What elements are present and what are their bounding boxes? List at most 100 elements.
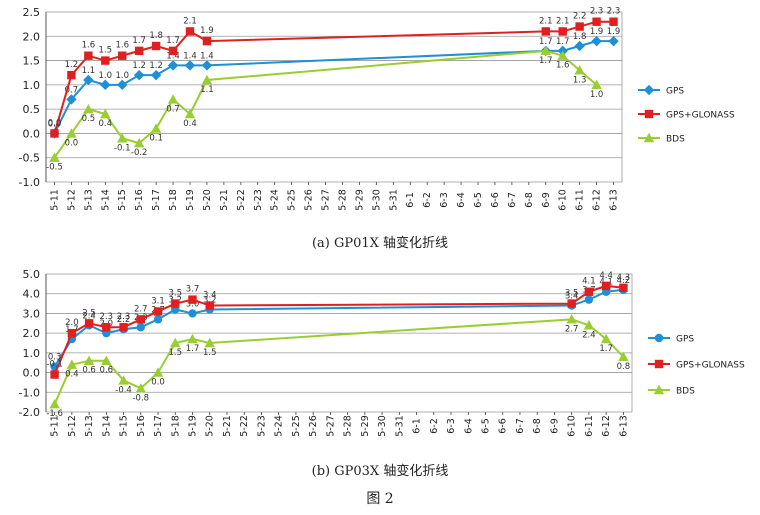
data-point [170,337,181,348]
x-tick-label: 5-11 [49,189,60,211]
legend-label: BDS [676,387,695,397]
data-label: 1.5 [168,348,182,358]
data-label: 2.5 [82,308,96,318]
x-tick-label: 5-26 [304,189,315,211]
data-point [205,301,214,310]
x-tick-label: 5-29 [360,415,371,437]
x-tick-label: 6-6 [498,418,509,434]
x-tick-label: 5-31 [394,415,405,437]
x-tick-label: 6-4 [463,418,474,434]
data-point [557,50,568,60]
x-tick-label: 5-12 [66,189,77,211]
data-label: 1.0 [590,90,604,100]
legend-entry: GPS [648,333,694,345]
data-label: -1.6 [46,409,63,419]
data-label: 0.5 [82,114,96,124]
x-tick-label: 5-24 [274,415,285,437]
data-point [644,109,654,119]
gridlines [46,273,632,413]
data-point [540,45,551,56]
legend-entry: BDS [648,384,695,397]
data-label: 1.7 [599,344,613,354]
data-point [66,94,77,105]
x-tick-label: 5-11 [50,415,61,437]
chart-panel-b: 5.0 4.0 3.0 2.0 1.0 0.0 -1.0 -2.0 5-11 5-12 5-13 5-… [0,262,760,482]
data-point [119,323,128,332]
data-label: 1.7 [132,36,146,46]
x-tick-label: 6-6 [490,192,501,208]
data-label: 4.2 [617,276,631,286]
y-tick-label: 2.0 [23,30,41,43]
x-tick-label: 5-28 [337,189,348,211]
data-label: 1.5 [99,46,113,56]
data-point [202,36,212,46]
data-point [619,283,628,292]
figure-caption: 图 2 [366,491,394,507]
data-label: 0.0 [151,378,165,388]
y-tick-label: 0.0 [23,367,41,380]
data-label: 4.4 [599,271,613,281]
data-label: 0.1 [149,134,163,144]
data-point [591,79,602,90]
data-point [167,60,179,71]
y-tick-label: -0.5 [19,152,40,165]
data-point [574,40,585,52]
data-point [168,46,178,56]
data-point [584,295,594,304]
legend-entry: BDS [638,132,685,145]
legend-entry: GPS+GLONASS [648,359,745,371]
x-tick-label: 6-5 [481,418,492,434]
x-tick-label: 5-16 [136,415,147,437]
data-point [201,74,213,85]
data-label: 2.2 [573,12,587,22]
data-label: 1.4 [183,51,197,61]
data-point [601,281,611,291]
y-tick-label: -1.0 [19,176,40,189]
series-gps: 0.00.71.1 1.0 1.01.2 1.21.4 1.4 1.41.7 1.7 1.8 1… [48,27,620,139]
data-point [204,337,215,348]
data-point [101,355,112,365]
data-point [134,46,144,56]
data-label: 0.4 [99,119,113,129]
x-tick-label: 5-25 [291,415,302,437]
data-point [609,17,618,26]
data-label: 3.5 [565,289,579,299]
data-label: 2.7 [134,304,148,314]
data-point [84,319,94,328]
data-label: 1.9 [200,26,214,36]
data-point [566,314,577,324]
data-label: 3.1 [151,296,165,306]
data-label: 1.2 [149,61,163,71]
legend-label: BDS [666,135,685,145]
data-label: 1.1 [200,85,214,95]
data-point [654,333,664,343]
data-label: 4.3 [617,273,631,283]
data-point [574,65,585,75]
data-point [600,333,612,344]
data-point [133,137,145,148]
x-tick-label: 6-1 [405,192,416,208]
x-tick-label: 6-3 [439,192,450,208]
x-tick-label: 6-5 [473,192,484,208]
y-tick-label: 1.0 [23,347,41,360]
data-label: 1.1 [82,66,96,76]
data-point [184,108,196,119]
x-tick-label: 5-23 [256,415,267,437]
data-point [643,132,655,143]
data-point [50,129,59,138]
data-label: 0.6 [82,366,96,376]
legend-label: GPS [676,335,694,345]
data-point [567,299,576,308]
data-point [608,35,619,47]
x-tick-label: 5-20 [205,415,216,437]
x-tick-label: 5-22 [239,415,250,437]
data-point [150,69,162,81]
x-tick-label: 6-4 [456,192,467,208]
legend-label: GPS+GLONASS [666,111,735,121]
y-tick-label: 3.0 [23,307,41,320]
data-point [558,27,567,36]
data-point [49,398,60,409]
x-tick-label: 5-29 [354,189,365,211]
data-point [584,287,594,296]
data-label: -0.8 [132,393,149,403]
